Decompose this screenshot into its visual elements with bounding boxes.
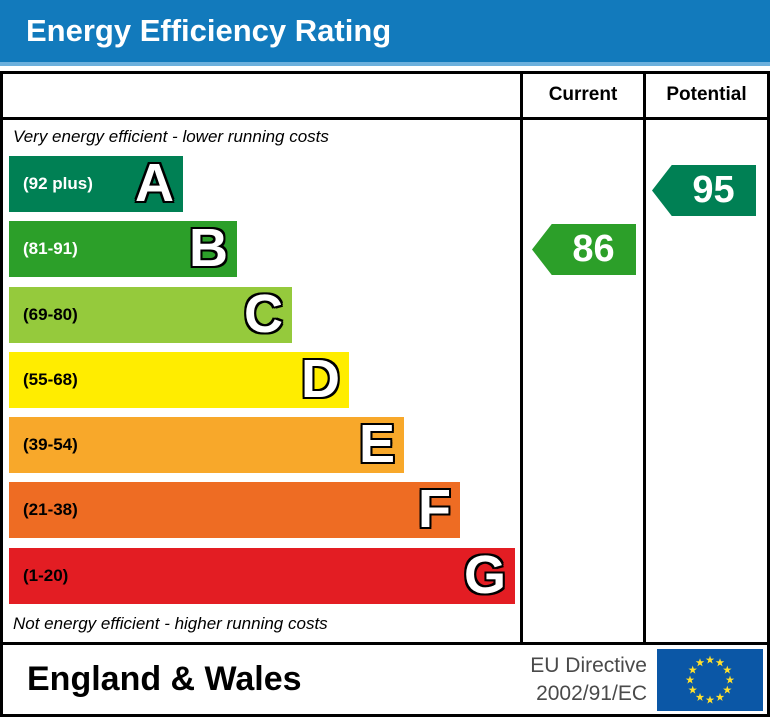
title-bar: Energy Efficiency Rating xyxy=(0,0,770,62)
band-letter-label: A xyxy=(135,153,174,213)
band-range-label: (55-68) xyxy=(23,370,78,389)
potential-column-header: Potential xyxy=(666,84,747,105)
band-range-label: (1-20) xyxy=(23,566,69,585)
header-cell-empty xyxy=(3,74,520,117)
title-accent-strip xyxy=(0,62,770,66)
rating-band-g: (1-20) G xyxy=(9,548,515,604)
eu-directive-group: EU Directive 2002/91/EC xyxy=(530,648,763,711)
current-column: 86 xyxy=(520,120,643,642)
region-label: England & Wales xyxy=(27,660,302,698)
rating-band-a: (92 plus) A xyxy=(9,156,183,212)
eu-directive-label: EU Directive 2002/91/EC xyxy=(530,652,647,707)
eu-directive-line2: 2002/91/EC xyxy=(536,681,647,705)
table-body-row: Very energy efficient - lower running co… xyxy=(3,120,767,642)
rating-band-f: (21-38) F xyxy=(9,482,460,538)
current-rating-value: 86 xyxy=(572,228,615,270)
band-letter-label: F xyxy=(418,479,451,539)
bottom-caption: Not energy efficient - higher running co… xyxy=(13,614,328,633)
chart-title: Energy Efficiency Rating xyxy=(26,13,392,48)
band-range-label: (69-80) xyxy=(23,305,78,324)
band-range-label: (39-54) xyxy=(23,435,78,454)
eu-flag-icon xyxy=(657,648,763,711)
footer-bar: England & Wales EU Directive 2002/91/EC xyxy=(0,645,770,717)
band-letter-label: B xyxy=(189,218,228,278)
current-column-header-cell: Current xyxy=(520,74,643,117)
potential-column-header-cell: Potential xyxy=(643,74,767,117)
band-range-label: (21-38) xyxy=(23,500,78,519)
band-range-label: (81-91) xyxy=(23,239,78,258)
current-column-header: Current xyxy=(548,84,618,105)
potential-rating-value: 95 xyxy=(692,169,735,211)
band-range-label: (92 plus) xyxy=(23,174,93,193)
band-letter-label: E xyxy=(358,414,395,474)
rating-table: Current Potential Very energy efficient … xyxy=(0,71,770,645)
rating-band-c: (69-80) C xyxy=(9,287,292,343)
band-letter-label: C xyxy=(244,284,283,344)
eu-directive-line1: EU Directive xyxy=(530,654,647,678)
rating-scale-column: Very energy efficient - lower running co… xyxy=(3,120,520,642)
rating-band-e: (39-54) E xyxy=(9,417,404,473)
current-rating-arrow: 86 xyxy=(532,224,636,275)
table-header-row: Current Potential xyxy=(3,74,767,120)
potential-column: 95 xyxy=(643,120,767,642)
top-caption: Very energy efficient - lower running co… xyxy=(13,127,329,146)
rating-band-b: (81-91) B xyxy=(9,221,237,277)
potential-rating-arrow: 95 xyxy=(652,165,756,216)
rating-band-d: (55-68) D xyxy=(9,352,349,408)
band-letter-label: D xyxy=(301,349,340,409)
band-letter-label: G xyxy=(463,545,506,605)
